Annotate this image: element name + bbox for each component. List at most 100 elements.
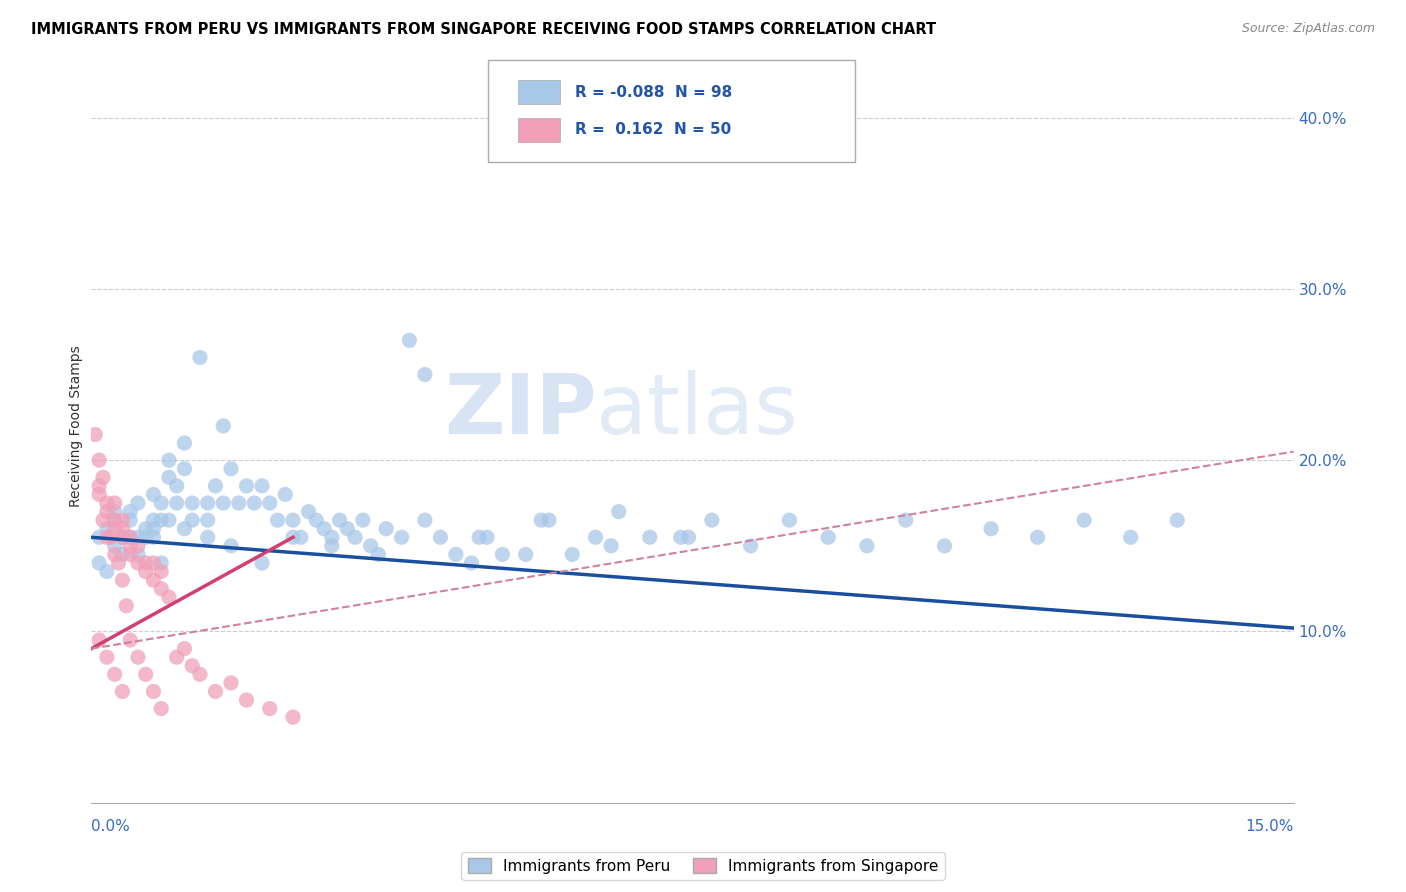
- Point: [585, 530, 607, 544]
- Point: [111, 513, 134, 527]
- Point: [778, 513, 800, 527]
- Point: [1166, 513, 1188, 527]
- Point: [157, 470, 180, 484]
- Point: [89, 487, 111, 501]
- Point: [135, 565, 157, 579]
- Point: [91, 513, 114, 527]
- Point: [398, 333, 420, 347]
- FancyBboxPatch shape: [519, 118, 560, 142]
- Point: [669, 530, 692, 544]
- Point: [219, 462, 242, 476]
- Point: [344, 530, 367, 544]
- Point: [166, 496, 188, 510]
- Text: ZIP: ZIP: [444, 370, 596, 451]
- Point: [197, 496, 219, 510]
- Point: [111, 522, 134, 536]
- Point: [700, 513, 723, 527]
- Point: [360, 539, 382, 553]
- Point: [321, 539, 343, 553]
- Point: [312, 522, 335, 536]
- Point: [89, 453, 111, 467]
- Point: [281, 513, 304, 527]
- Point: [111, 573, 134, 587]
- Point: [150, 582, 173, 596]
- Point: [150, 513, 173, 527]
- Point: [856, 539, 879, 553]
- Point: [96, 522, 118, 536]
- Point: [120, 548, 142, 562]
- Point: [391, 530, 413, 544]
- Point: [89, 633, 111, 648]
- Point: [468, 530, 491, 544]
- Point: [135, 530, 157, 544]
- Point: [740, 539, 762, 553]
- Point: [259, 496, 281, 510]
- Point: [142, 522, 165, 536]
- Point: [142, 556, 165, 570]
- Point: [142, 513, 165, 527]
- Y-axis label: Receiving Food Stamps: Receiving Food Stamps: [69, 345, 83, 507]
- Point: [537, 513, 560, 527]
- Point: [104, 539, 127, 553]
- Point: [111, 530, 134, 544]
- Point: [250, 556, 273, 570]
- Point: [127, 650, 149, 665]
- Point: [150, 556, 173, 570]
- Point: [120, 539, 142, 553]
- Point: [89, 479, 111, 493]
- Point: [281, 710, 304, 724]
- Point: [413, 513, 436, 527]
- Point: [375, 522, 398, 536]
- Point: [142, 684, 165, 698]
- Point: [212, 419, 235, 434]
- Point: [157, 513, 180, 527]
- Point: [352, 513, 374, 527]
- Point: [561, 548, 583, 562]
- Point: [197, 513, 219, 527]
- Point: [96, 505, 118, 519]
- Point: [142, 530, 165, 544]
- Point: [1026, 530, 1049, 544]
- Point: [173, 641, 195, 656]
- Point: [515, 548, 537, 562]
- Point: [444, 548, 467, 562]
- Point: [142, 573, 165, 587]
- Text: 0.0%: 0.0%: [91, 820, 131, 834]
- Point: [104, 513, 127, 527]
- Point: [142, 487, 165, 501]
- Point: [188, 667, 211, 681]
- Point: [290, 530, 312, 544]
- Point: [166, 479, 188, 493]
- Point: [96, 496, 118, 510]
- Point: [104, 513, 127, 527]
- Point: [600, 539, 623, 553]
- Point: [321, 530, 343, 544]
- Point: [204, 684, 226, 698]
- Point: [413, 368, 436, 382]
- FancyBboxPatch shape: [519, 80, 560, 104]
- Point: [250, 479, 273, 493]
- Point: [243, 496, 266, 510]
- Point: [96, 530, 118, 544]
- Point: [367, 548, 389, 562]
- Point: [120, 530, 142, 544]
- Point: [475, 530, 498, 544]
- Point: [188, 351, 211, 365]
- Point: [181, 496, 204, 510]
- Point: [173, 522, 195, 536]
- Point: [305, 513, 328, 527]
- Point: [281, 530, 304, 544]
- Point: [181, 513, 204, 527]
- Point: [678, 530, 700, 544]
- Point: [111, 684, 134, 698]
- Point: [96, 650, 118, 665]
- Point: [120, 633, 142, 648]
- Text: R = -0.088  N = 98: R = -0.088 N = 98: [575, 85, 733, 100]
- Point: [166, 650, 188, 665]
- Point: [530, 513, 553, 527]
- Point: [127, 496, 149, 510]
- Text: atlas: atlas: [596, 370, 799, 451]
- Text: R =  0.162  N = 50: R = 0.162 N = 50: [575, 122, 731, 137]
- Point: [135, 667, 157, 681]
- Point: [235, 693, 257, 707]
